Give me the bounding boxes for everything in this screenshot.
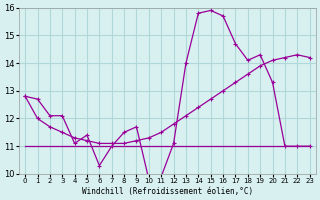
X-axis label: Windchill (Refroidissement éolien,°C): Windchill (Refroidissement éolien,°C) bbox=[82, 187, 253, 196]
